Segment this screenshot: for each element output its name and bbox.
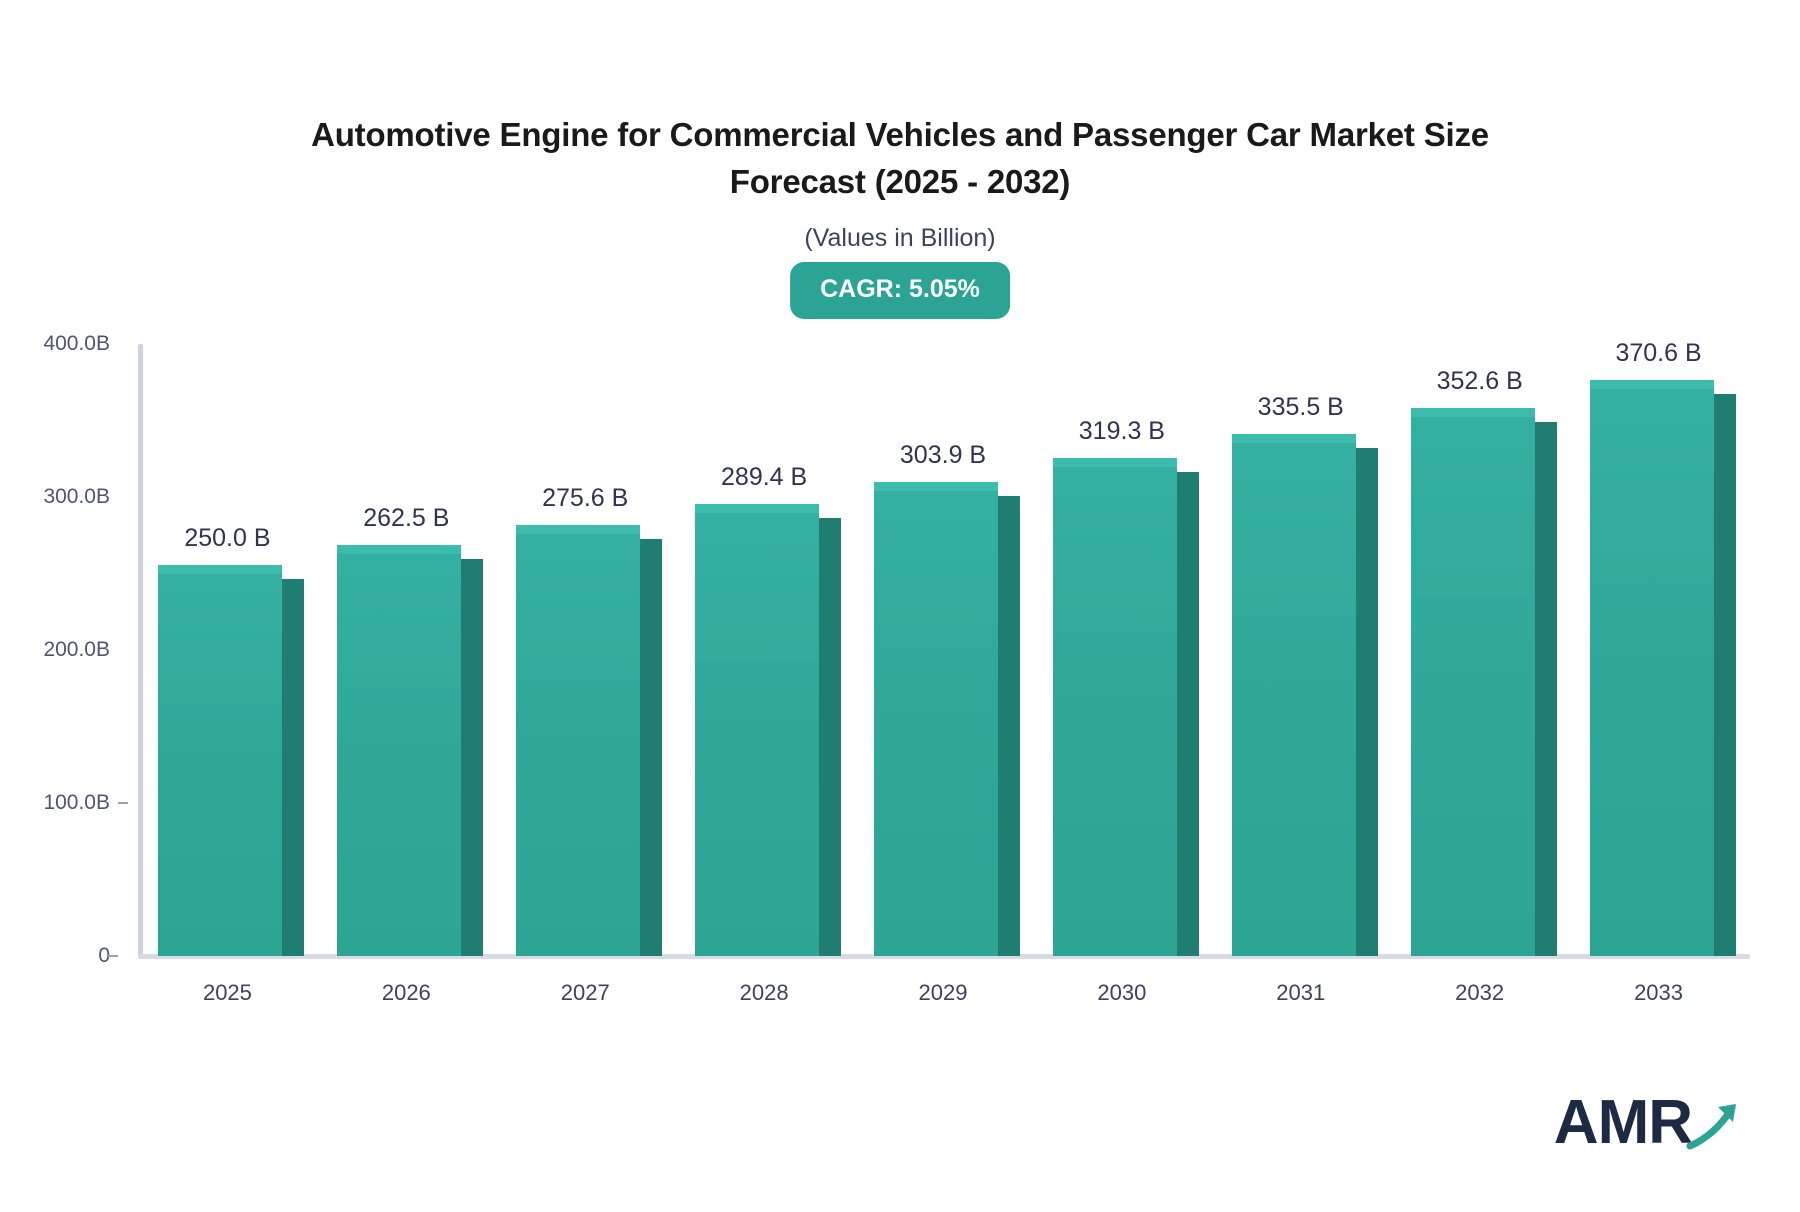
- bar-value-label: 250.0 B: [184, 523, 271, 552]
- x-axis-label-2030: 2030: [1097, 980, 1147, 1005]
- amr-logo: AMR: [1554, 1092, 1742, 1154]
- bar-side-face: [1355, 447, 1378, 956]
- x-axis-label-2031: 2031: [1276, 980, 1326, 1005]
- bar-side-face: [461, 559, 484, 956]
- plot-area: [138, 344, 1748, 956]
- bar-top-face: [874, 482, 998, 492]
- y-axis-tick-label: 0: [98, 944, 110, 967]
- bar[interactable]: [337, 545, 484, 956]
- bar-front-face: [695, 513, 820, 956]
- bar-top-face: [1589, 379, 1714, 389]
- bar-top-face: [337, 545, 462, 555]
- x-axis-label-2027: 2027: [560, 980, 610, 1005]
- x-axis-line: [138, 954, 1750, 959]
- chart-title-line-1: Automotive Engine for Commercial Vehicle…: [311, 116, 1489, 153]
- bar-top-face: [1410, 407, 1535, 417]
- bar-front-face: [337, 554, 462, 956]
- bar-value-label: 319.3 B: [1078, 417, 1165, 446]
- bar[interactable]: [1410, 407, 1557, 956]
- bar-side-face: [819, 518, 842, 956]
- y-axis-tick-label: 100.0B: [43, 791, 110, 814]
- x-axis-label-2026: 2026: [381, 980, 431, 1005]
- y-axis-tick-mark: [108, 955, 118, 957]
- bar-side-face: [282, 578, 305, 956]
- bar-value-label: 303.9 B: [899, 441, 987, 470]
- bar-side-face: [1534, 421, 1557, 956]
- bar-value-label: 335.5 B: [1257, 392, 1344, 421]
- bar-value-label: 289.4 B: [721, 463, 808, 492]
- bar-front-face: [1589, 388, 1714, 956]
- bar-top-face: [516, 525, 641, 535]
- bar[interactable]: [1231, 433, 1378, 956]
- bar-front-face: [158, 573, 283, 956]
- bar-value-label: 352.6 B: [1436, 366, 1523, 395]
- cagr-badge: CAGR: 5.05%: [790, 262, 1010, 319]
- x-axis-label-2033: 2033: [1634, 980, 1684, 1005]
- bar-side-face: [1713, 393, 1736, 956]
- y-axis-tick-label: 400.0B: [43, 332, 110, 355]
- bar-value-label: 275.6 B: [542, 484, 629, 513]
- bar-top-face: [1052, 458, 1177, 468]
- bar-front-face: [1410, 416, 1535, 956]
- bar-value-label: 370.6 B: [1615, 338, 1702, 367]
- bar-top-face: [1231, 433, 1356, 443]
- bar-top-face: [158, 564, 283, 574]
- bar[interactable]: [1589, 379, 1736, 956]
- bar[interactable]: [516, 525, 663, 956]
- chart-subtitle: (Values in Billion): [804, 224, 996, 252]
- bar-side-face: [998, 496, 1020, 956]
- x-axis-label-2032: 2032: [1455, 980, 1505, 1005]
- y-axis-tick-label: 200.0B: [43, 638, 110, 661]
- bar-value-label: 262.5 B: [363, 504, 450, 533]
- bar-front-face: [1052, 467, 1177, 956]
- bar[interactable]: [158, 564, 305, 956]
- bar[interactable]: [695, 504, 842, 956]
- x-axis-label-2028: 2028: [739, 980, 789, 1005]
- bar[interactable]: [1052, 458, 1199, 956]
- bar-front-face: [516, 534, 641, 956]
- x-axis-label-2025: 2025: [202, 980, 252, 1005]
- y-axis-line: [138, 344, 143, 956]
- y-axis-tick-mark: [118, 802, 128, 804]
- chart-title-block: Automotive Engine for Commercial Vehicle…: [0, 112, 1800, 206]
- bar[interactable]: [874, 482, 1020, 956]
- bar-side-face: [1176, 472, 1199, 956]
- bar-front-face: [874, 491, 998, 956]
- chart-title-line-2: Forecast (2025 - 2032): [729, 162, 1071, 200]
- growth-arrow-icon: [1686, 1098, 1742, 1154]
- amr-logo-text: AMR: [1553, 1088, 1693, 1157]
- bar-front-face: [1231, 442, 1356, 956]
- bar-top-face: [695, 504, 820, 514]
- y-axis-tick-label: 300.0B: [43, 485, 110, 508]
- bar-side-face: [640, 539, 663, 956]
- x-axis-label-2029: 2029: [918, 980, 968, 1005]
